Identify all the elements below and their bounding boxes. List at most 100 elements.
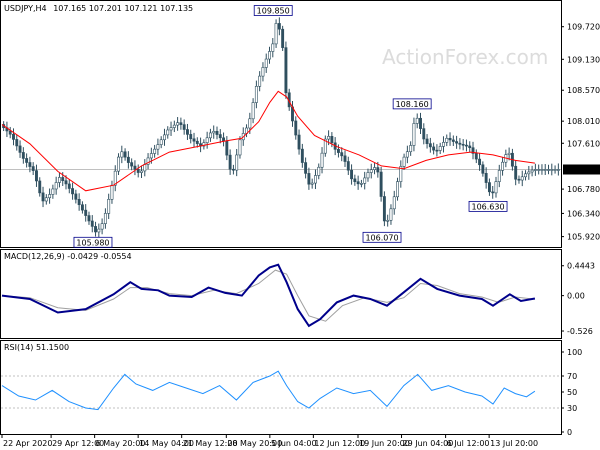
candle-body [238, 139, 242, 156]
candle-body [146, 157, 150, 165]
candle-body [212, 130, 216, 134]
candle-body [48, 194, 52, 199]
candle-body [77, 199, 81, 206]
annotation-box [362, 231, 402, 243]
candle-body [163, 134, 166, 141]
y-tick-label: 106.780 [567, 185, 600, 194]
candle-body [445, 137, 449, 143]
candle-body [497, 170, 501, 182]
candle-body [12, 133, 15, 140]
candle-body [31, 166, 35, 171]
candle-body [189, 134, 193, 140]
candle-body [38, 180, 42, 194]
candle-body [474, 153, 478, 160]
candle-body [281, 28, 285, 48]
candle-body [517, 178, 521, 181]
candle-body [369, 169, 373, 173]
candle-body [422, 128, 426, 140]
x-tick-label: 5 Jun 04:00 [271, 439, 317, 448]
candle-body [527, 171, 531, 175]
y-tick-label: 108.010 [567, 117, 600, 126]
candle-body [343, 155, 347, 162]
candle-body [359, 183, 363, 185]
candle-body [18, 145, 22, 153]
x-tick-label: 19 Jun 20:00 [359, 439, 410, 448]
candle-body [356, 181, 360, 185]
price-panel [0, 0, 562, 248]
candle-body [143, 164, 147, 172]
candle-body [8, 130, 12, 135]
x-tick-label: 22 Apr 2020 [3, 439, 52, 448]
candle-body [409, 145, 413, 153]
candle-body [172, 124, 176, 128]
candle-body [202, 142, 206, 147]
y-tick-label: 0.4443 [567, 262, 595, 271]
current-price-box [563, 164, 600, 175]
candle-body [300, 148, 304, 163]
candle-body [432, 146, 436, 151]
candle-body [71, 188, 75, 195]
candle-body [228, 154, 232, 170]
candle-body [54, 182, 58, 190]
candle-body [277, 23, 281, 30]
macd-label: MACD(12,26,9) -0.0429 -0.0554 [4, 252, 132, 261]
candle-body [389, 208, 393, 221]
annotation-label: 106.070 [365, 233, 398, 242]
candle-body [336, 149, 340, 153]
candle-body [182, 124, 186, 130]
y-tick-label: 50 [567, 388, 577, 397]
candle-body [87, 215, 91, 222]
candle-body [140, 170, 143, 173]
candle-body [524, 173, 527, 178]
candle-body [350, 169, 354, 180]
candle-body [455, 141, 459, 144]
candle-body [386, 219, 390, 222]
candle-body [51, 188, 55, 195]
candle-body [268, 51, 271, 60]
ohlc-label: 107.165 107.201 107.121 107.135 [53, 4, 193, 13]
candle-body [468, 145, 472, 149]
annotation-box [73, 236, 113, 248]
candle-body [107, 199, 111, 214]
candle-body [353, 178, 357, 182]
annotation-label: 105.980 [76, 238, 109, 247]
candle-body [117, 156, 120, 172]
candle-body [44, 197, 48, 202]
candle-body [317, 166, 321, 176]
candle-body [90, 220, 94, 227]
macd-panel [0, 249, 562, 339]
candle-body [235, 154, 239, 171]
candle-body [248, 118, 252, 129]
candle-body [231, 168, 235, 171]
annotation-label: 106.630 [471, 202, 504, 211]
candle-body [442, 142, 445, 147]
candle-body [514, 165, 518, 180]
y-tick-label: 30 [567, 404, 577, 413]
candle-body [556, 169, 560, 171]
moving-average-line [1, 90, 535, 192]
candle-body [80, 204, 84, 211]
candle-body [25, 158, 29, 163]
candle-body [103, 213, 107, 224]
candle-body [491, 191, 495, 194]
candle-body [179, 122, 183, 125]
candle-body [126, 156, 130, 163]
candle-body [149, 153, 153, 159]
x-tick-label: 29 Apr 12:00 [52, 439, 104, 448]
x-tick-label: 6 May 20:00 [96, 439, 146, 448]
x-tick-label: 12 Jun 12:00 [314, 439, 365, 448]
candle-body [215, 130, 219, 135]
candle-body [284, 47, 288, 94]
candle-body [547, 169, 550, 171]
candle-body [61, 177, 65, 181]
candle-body [438, 146, 442, 151]
candle-body [271, 43, 275, 52]
macd-signal-line [1, 269, 535, 322]
y-tick-label: 70 [567, 372, 577, 381]
candle-body [254, 85, 258, 103]
candle-body [320, 152, 324, 168]
candle-body [74, 193, 78, 200]
y-tick-label: 107.610 [567, 139, 600, 148]
x-tick-label: 21 May 12:00 [183, 439, 238, 448]
candle-body [15, 139, 19, 147]
